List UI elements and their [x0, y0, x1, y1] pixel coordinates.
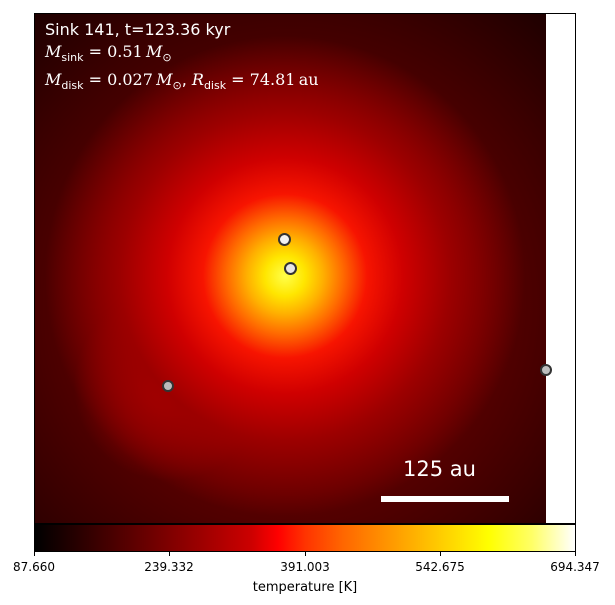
scale-bar-label: 125 au — [403, 457, 476, 481]
colorbar — [34, 524, 576, 552]
annotation-line-2: Msink = 0.51 M⊙ — [45, 42, 172, 65]
sink-mass-value: 0.51 — [107, 42, 143, 61]
colorbar-tick-label-4: 694.347 — [550, 560, 600, 574]
annotation-line-1: Sink 141, t=123.36 kyr — [45, 20, 231, 39]
disk-radius-value: 74.81 — [249, 70, 296, 90]
colorbar-tick-4 — [575, 552, 576, 556]
sink-marker-4 — [540, 364, 552, 376]
colorbar-tick-label-2: 391.003 — [280, 560, 330, 574]
disk-mass-value: 0.027 — [107, 70, 153, 90]
sink-marker-2 — [284, 262, 297, 275]
disk-radius-unit: au — [298, 70, 319, 90]
sink-annotation: Sink 141, t=123.36 kyr Msink = 0.51 M⊙ M… — [45, 19, 319, 97]
colorbar-tick-0 — [34, 552, 35, 556]
colorbar-tick-3 — [440, 552, 441, 556]
colorbar-label: temperature [K] — [252, 580, 358, 595]
colorbar-tick-label-0: 87.660 — [13, 560, 55, 574]
colorbar-tick-2 — [305, 552, 306, 556]
annotation-line-3: Mdisk = 0.027 M⊙, Rdisk = 74.81 au — [45, 70, 319, 93]
plot-area: Sink 141, t=123.36 kyr Msink = 0.51 M⊙ M… — [34, 13, 576, 524]
scale-bar — [381, 496, 509, 502]
sink-marker-1 — [278, 233, 291, 246]
colorbar-tick-1 — [169, 552, 170, 556]
sink-marker-3 — [162, 380, 174, 392]
colorbar-tick-label-3: 542.675 — [415, 560, 465, 574]
colorbar-tick-label-1: 239.332 — [144, 560, 194, 574]
